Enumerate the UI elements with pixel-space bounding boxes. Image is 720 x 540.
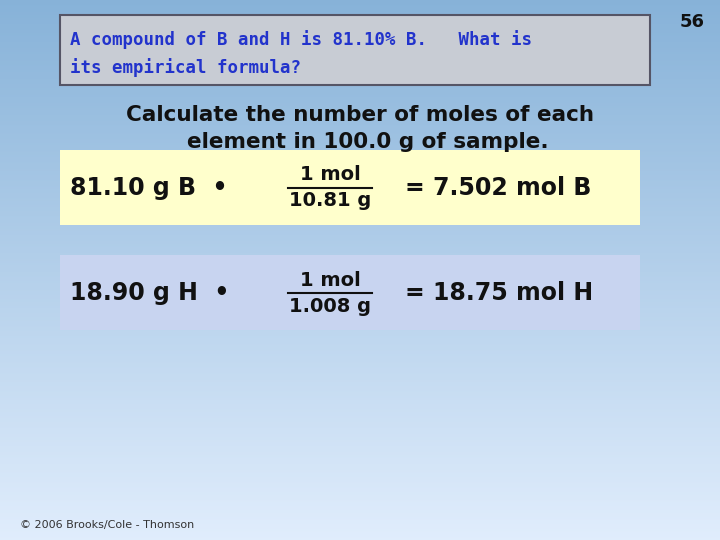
Text: = 7.502 mol B: = 7.502 mol B xyxy=(405,176,591,200)
Text: A compound of B and H is 81.10% B.   What is: A compound of B and H is 81.10% B. What … xyxy=(70,30,532,50)
Text: 10.81 g: 10.81 g xyxy=(289,192,371,211)
FancyBboxPatch shape xyxy=(60,15,650,85)
Text: 56: 56 xyxy=(680,13,705,31)
Text: 81.10 g B  •: 81.10 g B • xyxy=(70,176,228,200)
FancyBboxPatch shape xyxy=(60,255,640,330)
Text: 1 mol: 1 mol xyxy=(300,165,361,185)
Text: Calculate the number of moles of each: Calculate the number of moles of each xyxy=(126,105,594,125)
Text: its empirical formula?: its empirical formula? xyxy=(70,58,301,78)
Text: = 18.75 mol H: = 18.75 mol H xyxy=(405,281,593,305)
Text: 1.008 g: 1.008 g xyxy=(289,296,371,315)
Text: element in 100.0 g of sample.: element in 100.0 g of sample. xyxy=(171,132,549,152)
Text: © 2006 Brooks/Cole - Thomson: © 2006 Brooks/Cole - Thomson xyxy=(20,520,194,530)
Text: 1 mol: 1 mol xyxy=(300,271,361,289)
Text: 18.90 g H  •: 18.90 g H • xyxy=(70,281,230,305)
FancyBboxPatch shape xyxy=(60,150,640,225)
